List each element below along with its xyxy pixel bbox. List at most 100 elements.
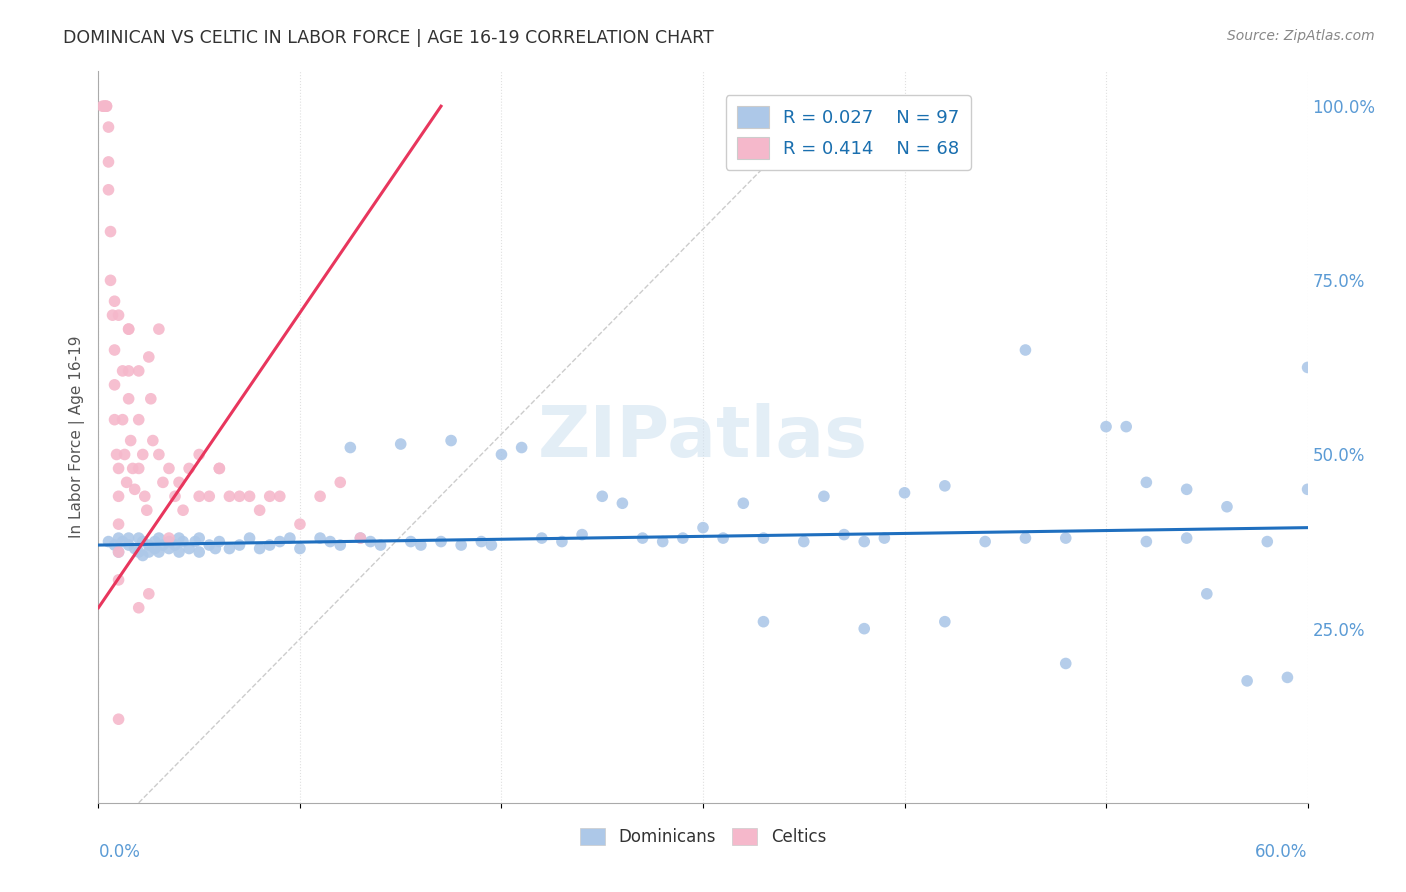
Point <box>288 541 311 556</box>
Point <box>339 441 361 455</box>
Point <box>107 531 129 545</box>
Point <box>278 531 301 545</box>
Point <box>128 545 150 559</box>
Point <box>591 489 613 503</box>
Point <box>309 531 332 545</box>
Point <box>530 531 553 545</box>
Legend: Dominicans, Celtics: Dominicans, Celtics <box>574 822 832 853</box>
Point <box>450 538 472 552</box>
Point <box>124 541 146 556</box>
Point <box>692 521 714 535</box>
Point <box>118 322 141 336</box>
Point <box>571 527 593 541</box>
Point <box>974 534 997 549</box>
Point <box>409 538 432 552</box>
Point <box>184 534 207 549</box>
Point <box>188 531 211 545</box>
Point <box>510 441 533 455</box>
Point <box>134 489 156 503</box>
Point <box>143 541 166 556</box>
Point <box>1256 534 1278 549</box>
Point <box>157 541 180 556</box>
Point <box>143 534 166 549</box>
Point <box>103 294 125 309</box>
Text: Source: ZipAtlas.com: Source: ZipAtlas.com <box>1227 29 1375 43</box>
Point <box>120 434 142 448</box>
Point <box>167 475 190 490</box>
Point <box>93 99 115 113</box>
Point <box>440 434 463 448</box>
Point <box>96 99 118 113</box>
Point <box>1054 531 1077 545</box>
Point <box>103 377 125 392</box>
Point <box>107 573 129 587</box>
Point <box>103 412 125 426</box>
Point <box>188 545 211 559</box>
Point <box>672 531 695 545</box>
Point <box>103 343 125 357</box>
Point <box>1175 483 1198 497</box>
Point <box>1175 531 1198 545</box>
Point <box>148 448 170 462</box>
Point <box>198 538 221 552</box>
Point <box>138 350 160 364</box>
Point <box>239 531 262 545</box>
Point <box>612 496 634 510</box>
Point <box>138 538 160 552</box>
Point <box>349 531 371 545</box>
Point <box>93 99 115 113</box>
Point <box>204 541 226 556</box>
Point <box>259 538 281 552</box>
Point <box>128 364 150 378</box>
Point <box>172 503 194 517</box>
Point <box>118 322 141 336</box>
Point <box>111 364 134 378</box>
Point <box>752 531 775 545</box>
Point <box>107 461 129 475</box>
Point <box>208 534 231 549</box>
Point <box>1135 534 1157 549</box>
Point <box>1296 483 1319 497</box>
Point <box>138 587 160 601</box>
Point <box>124 483 146 497</box>
Point <box>893 485 915 500</box>
Point <box>135 503 157 517</box>
Point <box>793 534 815 549</box>
Point <box>172 534 194 549</box>
Point <box>873 531 896 545</box>
Point <box>1095 419 1118 434</box>
Point <box>631 531 654 545</box>
Point <box>118 392 141 406</box>
Point <box>239 489 262 503</box>
Point <box>228 538 250 552</box>
Point <box>167 545 190 559</box>
Point <box>711 531 734 545</box>
Point <box>1216 500 1239 514</box>
Point <box>651 534 673 549</box>
Point <box>101 308 124 322</box>
Point <box>105 448 128 462</box>
Point <box>208 461 231 475</box>
Point <box>470 534 492 549</box>
Point <box>148 545 170 559</box>
Point <box>107 489 129 503</box>
Point <box>128 531 150 545</box>
Point <box>132 534 155 549</box>
Point <box>97 120 120 134</box>
Point <box>551 534 574 549</box>
Point <box>249 503 271 517</box>
Point <box>934 479 956 493</box>
Point <box>100 225 122 239</box>
Point <box>188 489 211 503</box>
Point <box>218 489 240 503</box>
Point <box>349 531 371 545</box>
Point <box>179 541 201 556</box>
Point <box>148 531 170 545</box>
Point <box>179 461 201 475</box>
Point <box>97 155 120 169</box>
Point <box>370 538 392 552</box>
Point <box>1236 673 1258 688</box>
Point <box>813 489 835 503</box>
Point <box>111 412 134 426</box>
Point <box>218 541 240 556</box>
